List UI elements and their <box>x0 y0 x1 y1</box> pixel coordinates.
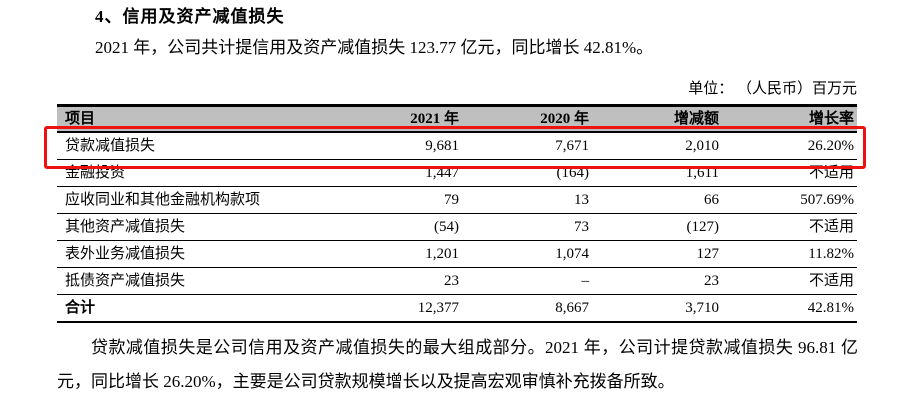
value-2021: 9,681 <box>329 132 462 160</box>
footer-paragraph: 贷款减值损失是公司信用及资产减值损失的最大组成部分。2021 年，公司计提贷款减… <box>57 338 858 391</box>
table-header-row: 项目 2021 年 2020 年 增减额 增长率 <box>57 105 857 133</box>
value-2020: (164) <box>462 159 592 187</box>
col-header-item: 项目 <box>57 105 329 133</box>
col-header-change: 增减额 <box>592 105 722 133</box>
row-item-label: 其他资产减值损失 <box>57 213 329 241</box>
unit-note: 单位： （人民币）百万元 <box>688 81 857 97</box>
value-2021: 12,377 <box>329 294 462 323</box>
table-row-total: 合计 12,377 8,667 3,710 42.81% <box>57 294 857 323</box>
intro-paragraph: 2021 年，公司共计提信用及资产减值损失 123.77 亿元，同比增长 42.… <box>95 38 654 57</box>
value-2020: 13 <box>462 186 592 214</box>
value-growth: 42.81% <box>722 294 857 323</box>
col-header-growth: 增长率 <box>722 105 857 133</box>
value-change: 1,611 <box>592 159 722 187</box>
value-2020: – <box>462 267 592 295</box>
value-growth: 26.20% <box>722 132 857 160</box>
value-growth: 不适用 <box>722 213 857 241</box>
value-change: 23 <box>592 267 722 295</box>
value-change: 127 <box>592 240 722 268</box>
value-2020: 1,074 <box>462 240 592 268</box>
row-item-label: 表外业务减值损失 <box>57 240 329 268</box>
table-row-interbank-receivables: 应收同业和其他金融机构款项 79 13 66 507.69% <box>57 186 857 214</box>
value-2021: 1,201 <box>329 240 462 268</box>
value-2021: 23 <box>329 267 462 295</box>
value-2020: 8,667 <box>462 294 592 323</box>
row-item-label: 应收同业和其他金融机构款项 <box>57 186 329 214</box>
value-2020: 7,671 <box>462 132 592 160</box>
row-item-label: 金融投资 <box>57 159 329 187</box>
value-2020: 73 <box>462 213 592 241</box>
value-2021: 1,447 <box>329 159 462 187</box>
col-header-2021: 2021 年 <box>329 105 462 133</box>
value-2021: (54) <box>329 213 462 241</box>
value-change: 2,010 <box>592 132 722 160</box>
col-header-2020: 2020 年 <box>462 105 592 133</box>
row-item-label: 抵债资产减值损失 <box>57 267 329 295</box>
row-item-label: 合计 <box>57 294 329 323</box>
value-growth: 11.82% <box>722 240 857 268</box>
impairment-table: 项目 2021 年 2020 年 增减额 增长率 贷款减值损失 9,681 7,… <box>57 104 857 323</box>
value-change: (127) <box>592 213 722 241</box>
table-row-other-asset-impairment: 其他资产减值损失 (54) 73 (127) 不适用 <box>57 213 857 241</box>
value-growth: 不适用 <box>722 267 857 295</box>
section-title: 4、信用及资产减值损失 <box>95 7 285 26</box>
table-row-loan-impairment: 贷款减值损失 9,681 7,671 2,010 26.20% <box>57 132 857 160</box>
table-row-financial-investment: 金融投资 1,447 (164) 1,611 不适用 <box>57 159 857 187</box>
value-change: 66 <box>592 186 722 214</box>
impairment-table-container: 项目 2021 年 2020 年 增减额 增长率 贷款减值损失 9,681 7,… <box>57 104 857 323</box>
row-item-label: 贷款减值损失 <box>57 132 329 160</box>
value-growth: 507.69% <box>722 186 857 214</box>
value-growth: 不适用 <box>722 159 857 187</box>
value-change: 3,710 <box>592 294 722 323</box>
table-row-repossessed-assets: 抵债资产减值损失 23 – 23 不适用 <box>57 267 857 295</box>
table-row-off-balance-sheet: 表外业务减值损失 1,201 1,074 127 11.82% <box>57 240 857 268</box>
value-2021: 79 <box>329 186 462 214</box>
